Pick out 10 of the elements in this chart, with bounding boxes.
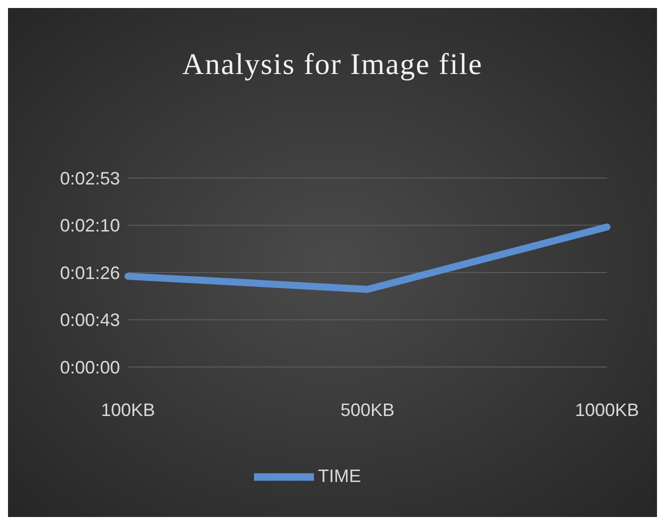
legend-label: TIME (318, 466, 361, 486)
y-tick-label: 0:00:43 (60, 310, 120, 330)
y-tick-label: 0:02:10 (60, 216, 120, 236)
chart-title: Analysis for Image file (181, 47, 484, 81)
y-tick-label: 0:00:00 (60, 357, 120, 378)
x-tick-label: 500KB (340, 400, 395, 420)
x-tick-label: 100KB (100, 400, 156, 420)
y-tick-label: 0:01:26 (60, 262, 120, 283)
y-tick-label: 0:02:53 (60, 168, 120, 188)
x-tick-label: 1000KB (574, 400, 640, 420)
